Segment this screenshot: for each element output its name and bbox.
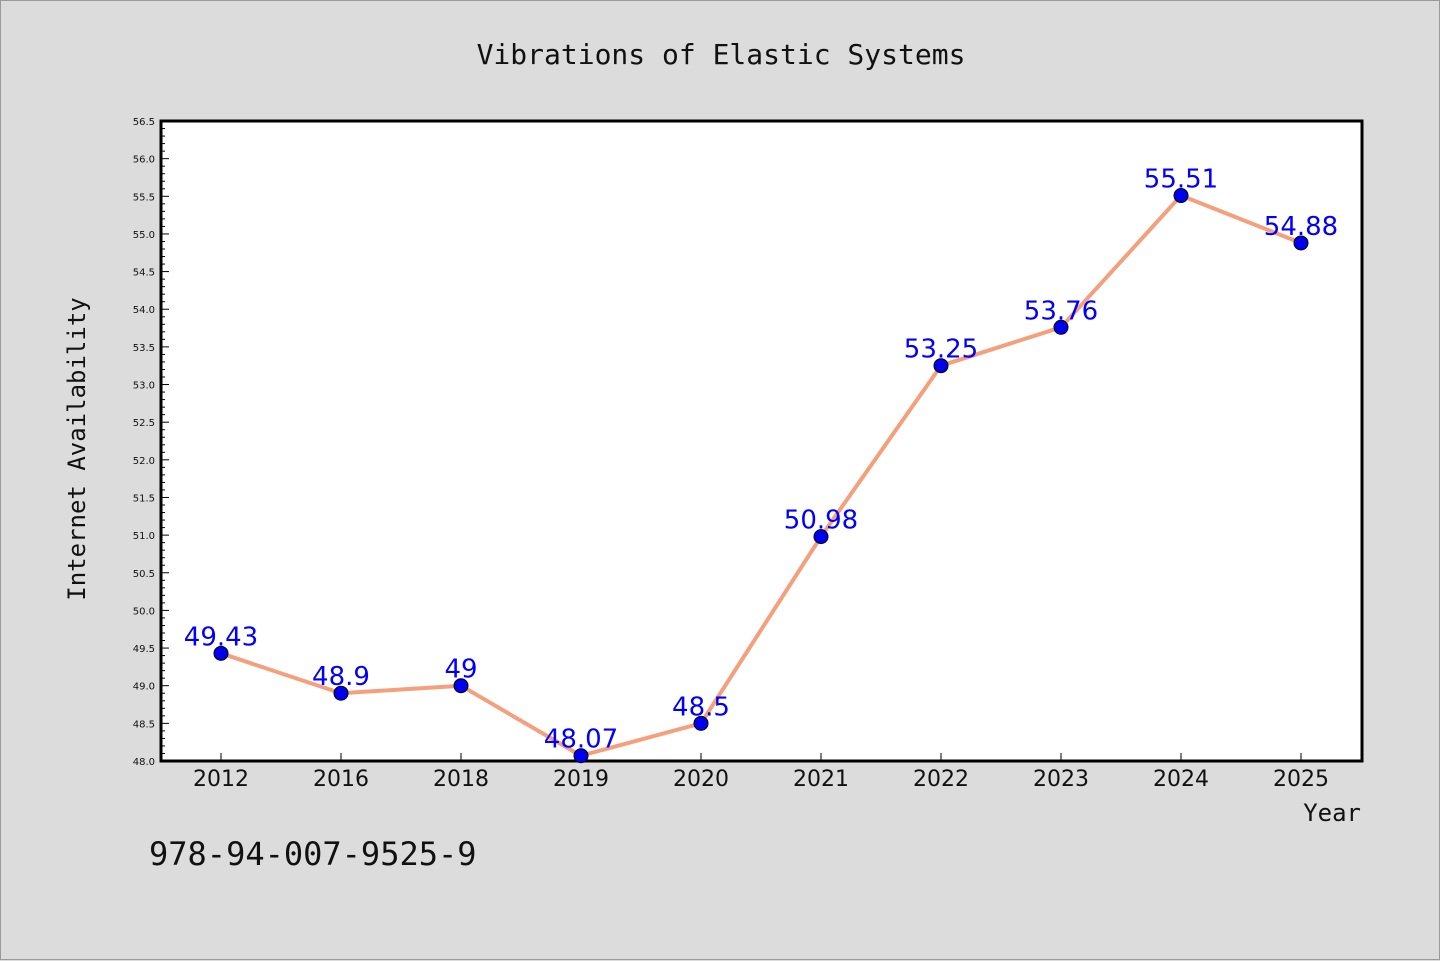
y-tick-label: 48.5 bbox=[133, 719, 155, 730]
y-tick-label: 53.5 bbox=[133, 343, 155, 354]
x-axis-title: Year bbox=[1303, 799, 1361, 827]
data-point bbox=[213, 645, 229, 661]
x-tick-label: 2020 bbox=[673, 767, 729, 792]
y-tick-label: 52.0 bbox=[133, 456, 155, 467]
data-label: 48.07 bbox=[544, 725, 618, 755]
data-label: 49 bbox=[444, 655, 477, 685]
x-axis-ticks: 2012 2016 2018 2019 2020 2021 2022 2023 2024 2025 bbox=[193, 753, 1329, 792]
data-label: 53.25 bbox=[904, 335, 978, 365]
isbn-annotation: 978-94-007-9525-9 bbox=[149, 835, 477, 873]
y-tick-label: 54.5 bbox=[133, 268, 155, 279]
y-tick-label: 56.0 bbox=[133, 155, 155, 166]
x-tick-label: 2024 bbox=[1153, 767, 1209, 792]
y-axis-ticks: 48.0 48.5 49.0 49.5 50.0 50.5 51.0 51.5 52.0 52.5… bbox=[133, 117, 169, 768]
data-labels: 49.43 48.9 49 48.07 48.5 50.98 53.25 53.76 55.51… bbox=[184, 165, 1338, 755]
y-axis-title: Internet Availability bbox=[63, 297, 91, 600]
data-label: 49.43 bbox=[184, 622, 258, 652]
y-tick-label: 49.0 bbox=[133, 682, 155, 693]
y-tick-label: 55.5 bbox=[133, 192, 155, 203]
data-point bbox=[453, 678, 469, 694]
x-tick-label: 2016 bbox=[313, 767, 369, 792]
data-point bbox=[933, 358, 949, 374]
x-tick-label: 2012 bbox=[193, 767, 249, 792]
y-tick-label: 51.5 bbox=[133, 493, 155, 504]
data-label: 50.98 bbox=[784, 506, 858, 536]
data-point bbox=[1173, 188, 1189, 204]
data-point bbox=[573, 748, 589, 764]
x-tick-label: 2025 bbox=[1273, 767, 1329, 792]
x-tick-label: 2023 bbox=[1033, 767, 1089, 792]
y-tick-label: 49.5 bbox=[133, 644, 155, 655]
y-tick-label: 50.5 bbox=[133, 569, 155, 580]
y-tick-label: 51.0 bbox=[133, 531, 155, 542]
x-tick-label: 2019 bbox=[553, 767, 609, 792]
data-label: 54.88 bbox=[1264, 212, 1338, 242]
data-point bbox=[1053, 319, 1069, 335]
data-label: 48.5 bbox=[672, 692, 730, 722]
plot-area bbox=[159, 119, 1364, 763]
data-point bbox=[333, 685, 349, 701]
data-label: 53.76 bbox=[1024, 296, 1098, 326]
y-tick-label: 50.0 bbox=[133, 606, 155, 617]
y-tick-label: 48.0 bbox=[133, 757, 155, 768]
x-tick-label: 2022 bbox=[913, 767, 969, 792]
x-tick-label: 2018 bbox=[433, 767, 489, 792]
series-line bbox=[220, 193, 1302, 758]
y-tick-label: 53.0 bbox=[133, 381, 155, 392]
data-point bbox=[1293, 235, 1309, 251]
y-tick-label: 56.5 bbox=[133, 117, 155, 128]
chart-title: Vibrations of Elastic Systems bbox=[477, 38, 966, 71]
data-label: 48.9 bbox=[312, 662, 370, 692]
y-tick-label: 54.0 bbox=[133, 305, 155, 316]
data-point bbox=[813, 529, 829, 545]
data-label: 55.51 bbox=[1144, 165, 1218, 195]
y-tick-label: 55.0 bbox=[133, 230, 155, 241]
x-tick-label: 2021 bbox=[793, 767, 849, 792]
data-point bbox=[693, 715, 709, 731]
y-tick-label: 52.5 bbox=[133, 418, 155, 429]
series-layer bbox=[213, 188, 1309, 764]
